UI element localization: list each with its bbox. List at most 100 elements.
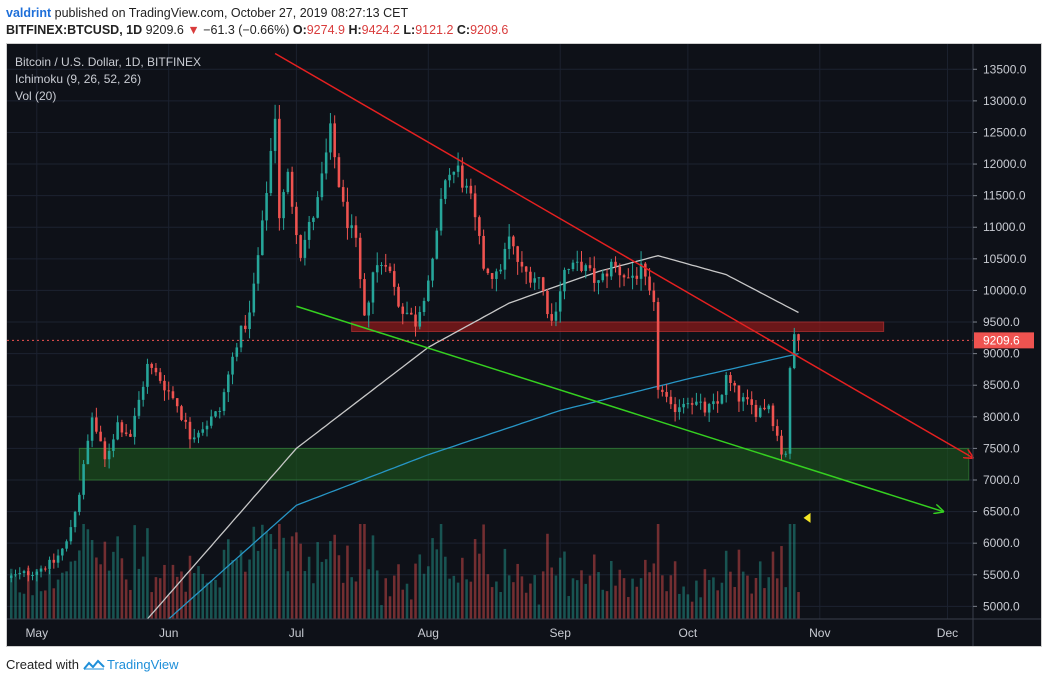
candle bbox=[397, 286, 400, 307]
candle bbox=[605, 273, 609, 277]
volume-bar bbox=[363, 524, 366, 619]
candle bbox=[661, 389, 664, 392]
candle bbox=[99, 431, 102, 442]
volume-bar bbox=[503, 548, 507, 619]
volume-bar bbox=[737, 549, 741, 619]
candle bbox=[520, 261, 524, 267]
tradingview-brand[interactable]: TradingView bbox=[106, 657, 179, 672]
chart-header: valdrint published on TradingView.com, O… bbox=[6, 5, 508, 39]
volume-bar bbox=[380, 605, 383, 619]
candle bbox=[31, 574, 34, 576]
volume-bar bbox=[175, 576, 179, 619]
volume-bar bbox=[788, 524, 792, 619]
axis-layer: 5000.0 5500.0 6000.0 6500.0 7000.0 7500.0 8000… bbox=[7, 44, 1041, 646]
price-chart[interactable]: 5000.0 5500.0 6000.0 6500.0 7000.0 7500.0 8000… bbox=[7, 44, 1041, 646]
candle bbox=[154, 367, 158, 373]
candle bbox=[167, 390, 170, 392]
candle bbox=[392, 271, 396, 287]
candle bbox=[231, 356, 234, 375]
candle bbox=[256, 255, 260, 284]
volume-bar bbox=[465, 579, 468, 619]
x-tick-label: Oct bbox=[679, 626, 698, 640]
volume-bar bbox=[129, 589, 132, 619]
volume-bar bbox=[754, 577, 758, 619]
volume-bar bbox=[656, 524, 660, 619]
candle bbox=[248, 312, 251, 330]
volume-bar bbox=[512, 582, 515, 619]
candle bbox=[35, 571, 39, 575]
candle bbox=[324, 152, 328, 174]
chart-panel[interactable]: 5000.0 5500.0 6000.0 6500.0 7000.0 7500.0 8000… bbox=[6, 43, 1042, 647]
volume-bar bbox=[703, 569, 707, 619]
volume-bar bbox=[303, 571, 307, 619]
candle bbox=[758, 407, 762, 417]
volume-bar bbox=[712, 577, 715, 619]
candle bbox=[124, 432, 128, 434]
volume-bar bbox=[52, 588, 56, 619]
candle bbox=[716, 401, 719, 404]
candle bbox=[703, 401, 707, 413]
y-tick-label: 12000.0 bbox=[983, 157, 1027, 171]
volume-bar bbox=[295, 532, 298, 619]
volume-bar bbox=[673, 561, 677, 619]
candle bbox=[18, 572, 22, 575]
author-link[interactable]: valdrint bbox=[6, 6, 52, 20]
volume-bar bbox=[690, 601, 694, 619]
volume-bar bbox=[456, 582, 460, 619]
candle bbox=[129, 433, 132, 437]
candle bbox=[388, 266, 392, 272]
legend-ichimoku[interactable]: Ichimoku (9, 26, 52, 26) bbox=[15, 72, 141, 86]
tradingview-link[interactable]: TradingView bbox=[83, 657, 179, 672]
legend-volume[interactable]: Vol (20) bbox=[15, 89, 56, 103]
volume-bar bbox=[661, 575, 664, 619]
candle bbox=[337, 157, 341, 188]
volume-bar bbox=[405, 583, 409, 619]
candle bbox=[563, 269, 566, 292]
volume-bar bbox=[678, 593, 681, 619]
candle bbox=[244, 325, 247, 330]
candle bbox=[286, 171, 290, 193]
y-tick-label: 5000.0 bbox=[983, 599, 1020, 613]
volume-bar bbox=[635, 586, 639, 619]
volume-bar bbox=[597, 572, 600, 619]
candle bbox=[571, 262, 575, 270]
candle bbox=[320, 173, 324, 198]
volume-bar bbox=[571, 578, 575, 619]
volume-bar bbox=[384, 578, 388, 619]
candle bbox=[499, 269, 502, 272]
volume-bar bbox=[478, 553, 481, 619]
candle bbox=[465, 185, 468, 188]
candle bbox=[61, 548, 64, 556]
volume-bar bbox=[797, 592, 800, 619]
x-tick-label: Jul bbox=[289, 626, 304, 640]
candle bbox=[192, 437, 196, 440]
volume-bar bbox=[546, 533, 549, 619]
volume-bar bbox=[235, 559, 239, 619]
candle bbox=[627, 277, 630, 279]
candle bbox=[507, 236, 511, 249]
volume-bar bbox=[320, 561, 324, 619]
candle bbox=[524, 266, 528, 272]
ichimoku-white-line bbox=[146, 255, 799, 620]
candle bbox=[273, 118, 277, 151]
y-tick-label: 9000.0 bbox=[983, 347, 1020, 361]
candle bbox=[112, 439, 115, 451]
legend-symbol: Bitcoin / U.S. Dollar, 1D, BITFINEX bbox=[15, 55, 201, 69]
candle bbox=[490, 273, 494, 279]
candle bbox=[482, 235, 485, 269]
candle bbox=[265, 193, 268, 221]
volume-bar bbox=[784, 587, 788, 619]
volume-bar bbox=[435, 549, 439, 619]
volume-bar bbox=[329, 541, 332, 619]
trendlines-layer bbox=[7, 52, 973, 523]
candle bbox=[222, 392, 226, 411]
candle bbox=[52, 559, 56, 563]
volume-bar bbox=[792, 524, 796, 619]
candle bbox=[503, 248, 507, 270]
candle bbox=[201, 429, 205, 433]
volume-bar bbox=[290, 536, 294, 619]
volume-bar bbox=[686, 594, 690, 619]
candle bbox=[652, 290, 656, 303]
y-tick-label: 8500.0 bbox=[983, 378, 1020, 392]
candle bbox=[695, 401, 698, 405]
